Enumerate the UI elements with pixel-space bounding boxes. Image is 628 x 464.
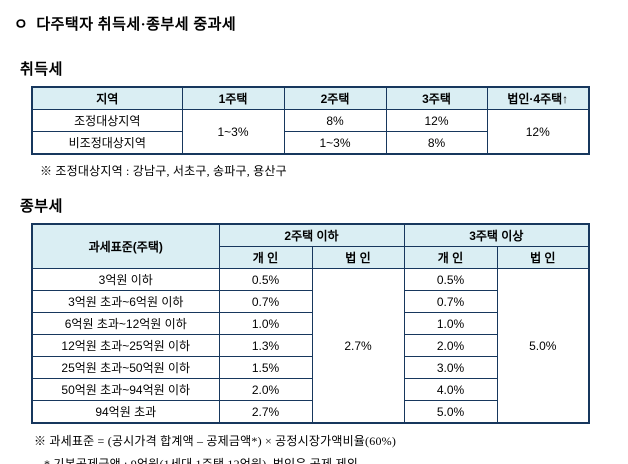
jongbuse-note-deduction: * 기본공제금액 : 9억원(1세대 1주택 12억원), 법인은 공제 제외 [44,457,358,464]
tax-base-cell: 94억원 초과 [31,400,220,424]
region-cell: 비조정대상지역 [31,131,183,155]
tax-base-cell: 25억원 초과~50억원 이하 [31,356,220,379]
acquisition-header-row: 지역 1주택 2주택 3주택 법인·4주택↑ [31,86,590,110]
rate-cell: 4.0% [403,378,498,401]
rate-cell: 8% [283,109,387,132]
header-2house: 2주택 [283,86,387,110]
rate-cell: 0.7% [218,290,313,313]
region-cell: 조정대상지역 [31,109,183,132]
rate-cell: 5.0% [403,400,498,424]
rate-cell: 3.0% [403,356,498,379]
rate-cell: 0.7% [403,290,498,313]
section-heading-acquisition: 취득세 [20,62,63,78]
tax-base-cell: 12억원 초과~25억원 이하 [31,334,220,357]
rate-cell: 1.0% [218,312,313,335]
rate-cell: 2.0% [403,334,498,357]
table-row: 94억원 초과 2.7% 5.0% [31,400,589,424]
rate-cell: 1~3% [283,131,387,155]
table-row-adjusted-area: 조정대상지역 1~3% 8% 12% 12% [31,109,590,155]
rate-cell-1house-merged: 1~3% [181,109,285,155]
header-3house: 3주택 [385,86,488,110]
jongbuse-note-formula: ※ 과세표준 = (공시가격 합계액 – 공제금액*) × 공정시장가액비율(6… [34,434,397,448]
header-individual: 개 인 [218,246,313,269]
title-text: 다주택자 취득세·종부세 중과세 [36,17,237,33]
rate-cell-corp-merged: 12% [486,109,590,155]
acquisition-note: ※ 조정대상지역 : 강남구, 서초구, 송파구, 용산구 [40,164,287,178]
tax-base-cell: 6억원 초과~12억원 이하 [31,312,220,335]
title-bullet: ㅇ [14,17,29,33]
rate-cell: 8% [385,131,488,155]
rate-cell: 0.5% [218,268,313,291]
rate-cell: 2.0% [218,378,313,401]
table-row: 3억원 이하 0.5% 2.7% 0.5% 5.0% [31,268,590,424]
table-row: 25억원 초과~50억원 이하 1.5% 3.0% [31,356,589,379]
jongbuse-group-header-row: 과세표준(주택) 2주택 이하 3주택 이상 [31,223,590,269]
header-tax-base: 과세표준(주택) [31,223,220,269]
table-row: 6억원 초과~12억원 이하 1.0% 1.0% [31,312,589,335]
header-corporation: 법 인 [496,246,590,269]
header-corporation: 법 인 [311,246,405,269]
header-2house-or-less: 2주택 이하 [218,223,405,247]
rate-cell: 12% [385,109,488,132]
rate-cell: 1.3% [218,334,313,357]
jongbuse-sub-header-row: 개 인 법 인 개 인 법 인 [32,246,590,269]
tax-base-cell: 3억원 초과~6억원 이하 [31,290,220,313]
rate-cell-corp2-merged: 2.7% [311,268,405,424]
table-row: 50억원 초과~94억원 이하 2.0% 4.0% [31,378,589,401]
rate-cell: 1.5% [218,356,313,379]
rate-cell: 2.7% [218,400,313,424]
header-region: 지역 [31,86,183,110]
header-corp-4house: 법인·4주택↑ [486,86,590,110]
section-heading-jongbuse: 종부세 [20,199,63,215]
rate-cell-corp3-merged: 5.0% [496,268,590,424]
acquisition-tax-table: 지역 1주택 2주택 3주택 법인·4주택↑ 조정대상지역 1~3% 8% 12… [31,86,590,155]
header-1house: 1주택 [181,86,285,110]
header-3house-or-more: 3주택 이상 [403,223,590,247]
rate-cell: 0.5% [403,268,498,291]
page-title: ㅇ 다주택자 취득세·종부세 중과세 [14,13,610,34]
table-row-nonadjusted-area: 비조정대상지역 1~3% 8% [31,131,589,155]
tax-base-cell: 50억원 초과~94억원 이하 [31,378,220,401]
tax-base-cell: 3억원 이하 [31,268,220,291]
rate-cell: 1.0% [403,312,498,335]
jongbuse-tax-table: 과세표준(주택) 2주택 이하 3주택 이상 개 인 법 인 개 인 법 인 3… [31,223,591,424]
header-individual: 개 인 [403,246,498,269]
